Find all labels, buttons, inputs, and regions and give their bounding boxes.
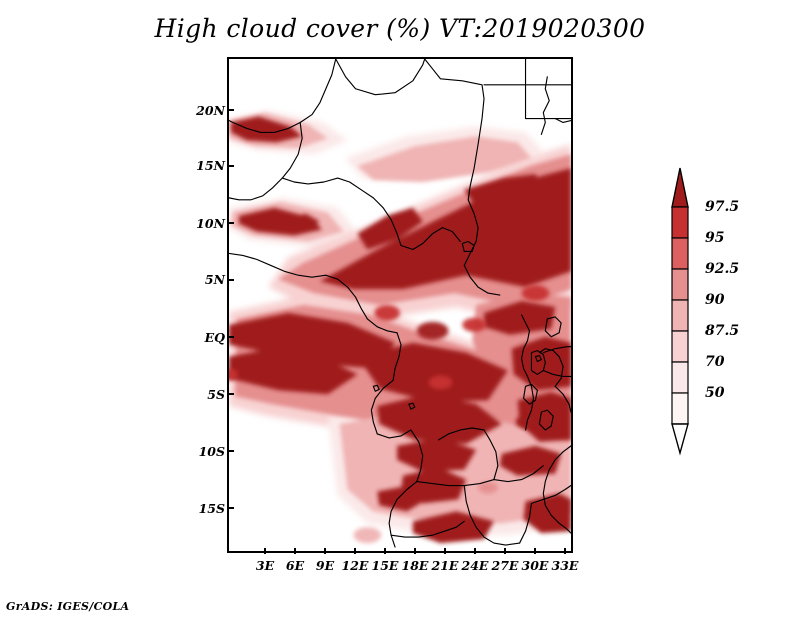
y-tick-label-20N: 20N bbox=[196, 103, 225, 118]
y-tick-mark bbox=[228, 279, 234, 281]
y-tick-label-5S: 5S bbox=[207, 387, 225, 402]
x-tick-label-33E: 33E bbox=[551, 558, 579, 573]
colorbar-label-90: 90 bbox=[705, 292, 725, 308]
grads-credit: GrADS: IGES/COLA bbox=[6, 600, 130, 613]
x-tick-mark bbox=[354, 548, 356, 554]
page-title: High cloud cover (%) VT:2019020300 bbox=[154, 14, 646, 43]
x-tick-mark bbox=[564, 548, 566, 554]
x-tick-mark bbox=[474, 548, 476, 554]
x-tick-mark bbox=[414, 548, 416, 554]
colorbar-label-92-5: 92.5 bbox=[705, 261, 740, 277]
y-tick-mark bbox=[228, 222, 234, 224]
y-tick-mark bbox=[228, 450, 234, 452]
x-tick-mark bbox=[534, 548, 536, 554]
colorbar-label-70: 70 bbox=[705, 354, 725, 370]
x-tick-label-21E: 21E bbox=[431, 558, 459, 573]
y-tick-mark bbox=[228, 393, 234, 395]
x-tick-mark bbox=[504, 548, 506, 554]
map-plot-area bbox=[227, 57, 573, 553]
colorbar-over-arrow bbox=[671, 167, 689, 208]
x-tick-mark bbox=[264, 548, 266, 554]
x-tick-label-3E: 3E bbox=[255, 558, 275, 573]
x-tick-label-12E: 12E bbox=[341, 558, 369, 573]
y-tick-mark bbox=[228, 109, 234, 111]
colorbar-label-87-5: 87.5 bbox=[705, 323, 740, 339]
x-tick-label-27E: 27E bbox=[491, 558, 519, 573]
y-tick-label-15N: 15N bbox=[196, 158, 225, 173]
y-tick-label-10S: 10S bbox=[198, 444, 225, 459]
cloud-speckle bbox=[229, 285, 550, 544]
y-tick-mark bbox=[228, 507, 234, 509]
colorbar-under-arrow bbox=[671, 423, 689, 456]
y-tick-label-15S: 15S bbox=[198, 501, 225, 516]
x-tick-mark bbox=[384, 548, 386, 554]
x-tick-label-30E: 30E bbox=[521, 558, 549, 573]
y-tick-label-EQ: EQ bbox=[204, 330, 225, 345]
x-tick-label-18E: 18E bbox=[401, 558, 429, 573]
x-tick-label-15E: 15E bbox=[371, 558, 399, 573]
colorbar-swatches bbox=[671, 167, 689, 456]
y-tick-mark bbox=[228, 336, 234, 338]
x-tick-label-6E: 6E bbox=[285, 558, 305, 573]
y-tick-label-10N: 10N bbox=[196, 216, 225, 231]
x-tick-label-9E: 9E bbox=[315, 558, 335, 573]
cloud-cover-field bbox=[229, 59, 571, 551]
y-tick-label-5N: 5N bbox=[204, 272, 225, 287]
x-tick-mark bbox=[324, 548, 326, 554]
colorbar-label-50: 50 bbox=[705, 385, 725, 401]
colorbar-label-95: 95 bbox=[705, 230, 725, 246]
colorbar: 97.5 95 92.5 90 87.5 70 50 bbox=[663, 163, 793, 458]
country-borders bbox=[229, 59, 571, 548]
x-tick-label-24E: 24E bbox=[461, 558, 489, 573]
x-tick-mark bbox=[294, 548, 296, 554]
x-tick-mark bbox=[444, 548, 446, 554]
colorbar-label-97-5: 97.5 bbox=[705, 199, 740, 215]
y-tick-mark bbox=[228, 165, 234, 167]
